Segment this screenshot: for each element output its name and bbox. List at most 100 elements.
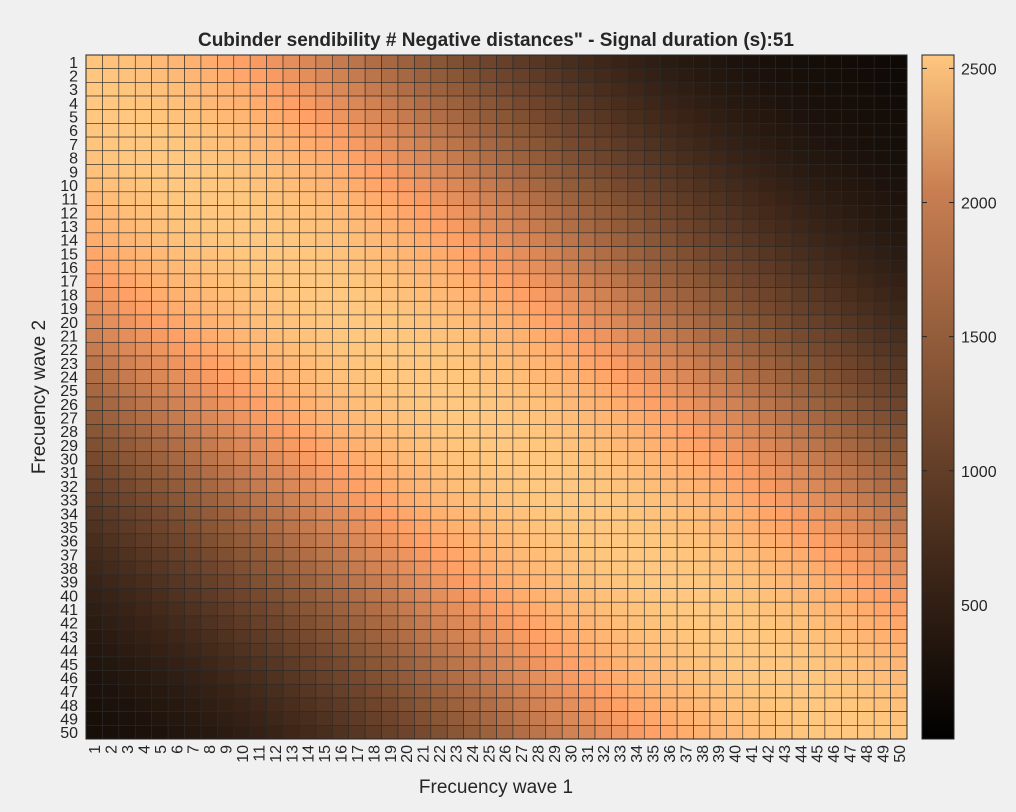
heatmap-cell (200, 232, 218, 247)
heatmap-cell (381, 314, 399, 329)
heatmap-cell (660, 232, 678, 247)
heatmap-cell (676, 300, 694, 316)
heatmap-cell (857, 396, 875, 411)
heatmap-cell (808, 164, 826, 179)
heatmap-cell (315, 177, 333, 193)
heatmap-cell (693, 218, 711, 234)
heatmap-cell (496, 683, 514, 699)
heatmap-cell (167, 273, 185, 288)
heatmap-cell (824, 683, 842, 699)
heatmap-cell (85, 259, 103, 275)
heatmap-cell (594, 629, 612, 644)
x-tick-label: 9 (219, 745, 236, 754)
heatmap-cell (693, 177, 711, 193)
heatmap-cell (890, 725, 908, 740)
heatmap-cell (184, 615, 202, 630)
heatmap-cell (397, 68, 415, 83)
heatmap-cell (233, 410, 251, 425)
heatmap-cell (758, 328, 776, 343)
heatmap-cell (200, 369, 218, 384)
heatmap-cell (824, 218, 842, 234)
x-tick-label: 27 (514, 745, 531, 763)
heatmap-cell (824, 68, 842, 83)
heatmap-cell (578, 642, 596, 658)
heatmap-cell (118, 383, 136, 398)
heatmap-cell (808, 218, 826, 234)
heatmap-cell (512, 629, 530, 644)
heatmap-cell (627, 683, 645, 699)
heatmap-cell (561, 478, 579, 494)
heatmap-cell (463, 177, 481, 193)
heatmap-cell (775, 601, 793, 617)
heatmap-cell (430, 259, 448, 275)
heatmap-cell (775, 410, 793, 425)
heatmap-cell (348, 68, 366, 83)
heatmap-cell (709, 519, 727, 535)
heatmap-cell (102, 82, 120, 97)
heatmap-cell (643, 465, 662, 480)
heatmap-cell (693, 369, 711, 384)
heatmap-cell (364, 369, 382, 384)
heatmap-cell (118, 341, 136, 357)
heatmap-cell (233, 328, 251, 343)
heatmap-cell (348, 273, 366, 288)
heatmap-cell (348, 341, 366, 357)
heatmap-cell (249, 232, 267, 247)
heatmap-cell (249, 424, 267, 439)
heatmap-cell (331, 697, 350, 712)
heatmap-cell (315, 725, 333, 740)
heatmap-cell (841, 478, 859, 494)
heatmap-cell (791, 136, 809, 152)
heatmap-cell (266, 560, 284, 576)
y-tick-label: 5 (69, 110, 78, 127)
heatmap-cell (627, 615, 645, 630)
colorbar-tick-label: 1000 (961, 464, 997, 481)
heatmap-cell (134, 574, 152, 589)
heatmap-cell (496, 68, 514, 83)
heatmap-cell (184, 232, 202, 247)
heatmap-cell (791, 656, 809, 671)
heatmap-cell (643, 683, 662, 699)
heatmap-cell (299, 588, 317, 603)
heatmap-cell (85, 369, 103, 384)
heatmap-cell (397, 560, 415, 576)
heatmap-cell (184, 711, 202, 726)
heatmap-cell (299, 424, 317, 439)
heatmap-cell (102, 341, 120, 357)
heatmap-cell (496, 451, 514, 466)
heatmap-cell (217, 300, 235, 316)
heatmap-cell (676, 205, 694, 220)
heatmap-cell (841, 629, 859, 644)
heatmap-cell (709, 492, 727, 507)
heatmap-cell (873, 218, 891, 234)
heatmap-cell (742, 588, 760, 603)
heatmap-cell (364, 683, 382, 699)
heatmap-cell (758, 68, 776, 83)
heatmap-cell (709, 68, 727, 83)
heatmap-cell (102, 355, 120, 370)
heatmap-cell (512, 424, 530, 439)
heatmap-cell (200, 383, 218, 398)
heatmap-cell (233, 287, 251, 302)
heatmap-cell (299, 314, 317, 329)
heatmap-cell (102, 410, 120, 425)
colorbar-tick-label: 1500 (961, 330, 997, 347)
heatmap-cell (282, 273, 300, 288)
heatmap-cell (233, 711, 251, 726)
heatmap-cell (791, 437, 809, 453)
heatmap-cell (200, 629, 218, 644)
heatmap-cell (397, 629, 415, 644)
heatmap-cell (364, 642, 382, 658)
heatmap-cell (430, 711, 448, 726)
heatmap-cell (676, 533, 694, 548)
heatmap-cell (463, 218, 481, 234)
heatmap-cell (709, 355, 727, 370)
heatmap-cell (233, 629, 251, 644)
heatmap-cell (397, 465, 415, 480)
heatmap-cell (446, 82, 464, 97)
heatmap-cell (742, 424, 760, 439)
heatmap-cell (167, 560, 185, 576)
heatmap-cell (529, 136, 547, 152)
heatmap-cell (167, 601, 185, 617)
heatmap-cell (709, 177, 727, 193)
